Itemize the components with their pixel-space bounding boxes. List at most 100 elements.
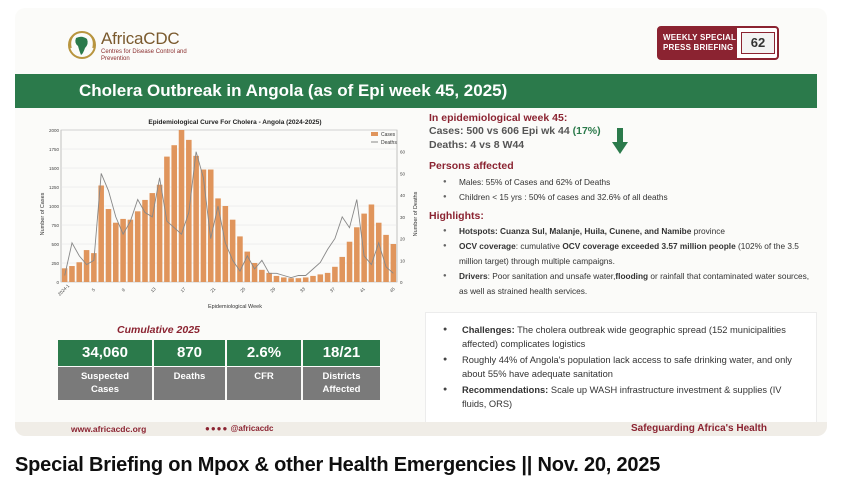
bar-cases [229, 219, 236, 282]
chart-y2label: Number of Deaths [413, 191, 419, 236]
bar-cases [105, 209, 112, 282]
bar-cases [91, 253, 97, 282]
cumulative-stats: 34,060 Suspected Cases 870 Deaths 2.6% CF… [58, 340, 380, 400]
stat-value: 870 [154, 340, 225, 366]
bar-cases [127, 219, 134, 282]
x-tick-label: 29 [269, 286, 276, 293]
slide-title-bar: Cholera Outbreak in Angola (as of Epi we… [15, 74, 817, 108]
y-tick-label: 1250 [49, 185, 60, 190]
y-tick-label: 750 [51, 223, 59, 228]
bar-cases [142, 199, 148, 282]
bar-cases [288, 278, 294, 282]
y-tick-label: 250 [51, 261, 59, 266]
stat-cfr: 2.6% CFR [227, 340, 301, 400]
stat-suspected-cases: 34,060 Suspected Cases [58, 340, 152, 400]
highlight-ocv: OCV coverage: cumulative OCV coverage ex… [429, 239, 819, 269]
stat-label: CFR [227, 367, 301, 400]
bar-cases [156, 184, 163, 282]
key-facts-panel: In epidemiological week 45: Cases: 500 v… [429, 112, 819, 299]
bar-cases [354, 227, 360, 282]
bar-cases [244, 251, 251, 282]
stat-label: Suspected Cases [58, 367, 152, 400]
challenge-spread: Challenges: The cholera outbreak wide ge… [426, 323, 816, 351]
chart-deaths-line [64, 151, 394, 279]
bar-cases [215, 198, 221, 282]
x-tick-label: 25 [239, 286, 246, 293]
highlight-hotspots: Hotspots: Cuanza Sul, Malanje, Huila, Cu… [429, 224, 819, 239]
y2-tick-label: 30 [400, 215, 406, 220]
chart-xlabel: Epidemiological Week [208, 304, 262, 310]
stat-label: Districts Affected [303, 367, 380, 400]
bar-cases [346, 241, 353, 282]
bar-cases [281, 277, 287, 282]
highlights-heading: Highlights: [429, 210, 484, 222]
legend-deaths: Deaths [381, 140, 397, 146]
stat-label: Deaths [154, 367, 225, 400]
slide: AfricaCDC Centres for Disease Control an… [15, 8, 827, 436]
stat-value: 34,060 [58, 340, 152, 366]
bar-cases [295, 278, 302, 282]
bar-cases [383, 234, 389, 282]
y2-tick-label: 20 [400, 237, 406, 242]
x-tick-label: 9 [121, 287, 127, 293]
social-icons: ●●●● [205, 424, 229, 433]
bar-cases [251, 263, 258, 282]
footer-url: www.africacdc.org [71, 424, 147, 434]
stat-value: 18/21 [303, 340, 380, 366]
logo-subtitle: Centres for Disease Control and Preventi… [101, 49, 187, 62]
bar-cases [134, 211, 141, 282]
x-tick-label: 37 [329, 286, 336, 293]
x-tick-label: 41 [359, 286, 366, 293]
x-tick-label: 17 [180, 286, 187, 293]
bar-cases [98, 185, 104, 282]
epi-week-heading: In epidemiological week 45: [429, 112, 568, 124]
challenges-panel: Challenges: The cholera outbreak wide ge… [425, 312, 817, 428]
footer-social: ●●●● @africacdc [205, 424, 274, 433]
bar-cases [310, 275, 316, 282]
logo-title: AfricaCDC [101, 29, 180, 48]
chart-legend: Cases Deaths [371, 132, 397, 146]
challenge-water-access: Roughly 44% of Angola's population lack … [426, 353, 816, 381]
y2-tick-label: 10 [400, 258, 406, 263]
bar-cases [178, 130, 185, 282]
highlight-drivers: Drivers: Poor sanitation and unsafe wate… [429, 269, 819, 299]
stat-districts: 18/21 Districts Affected [303, 340, 380, 400]
bar-cases [390, 244, 397, 282]
bar-cases [368, 204, 375, 282]
persons-males: Males: 55% of Cases and 62% of Deaths [429, 175, 819, 190]
bar-cases [339, 256, 345, 282]
bar-cases [83, 250, 90, 282]
persons-heading: Persons affected [429, 160, 514, 172]
slide-title: Cholera Outbreak in Angola (as of Epi we… [79, 81, 508, 100]
deaths-series-line [64, 151, 394, 279]
briefing-line-2: PRESS BRIEFING [663, 43, 734, 52]
y-tick-label: 1500 [49, 166, 60, 171]
y2-tick-label: 60 [400, 150, 406, 155]
bar-cases [69, 266, 75, 282]
epi-week-cases: Cases: 500 vs 606 Epi wk 44 (17%) [429, 125, 601, 137]
y-tick-label: 1750 [49, 147, 60, 152]
x-tick-label: 21 [209, 286, 216, 293]
bar-cases [324, 272, 331, 282]
epi-curve-chart: Epidemiological Curve For Cholera - Ango… [40, 119, 419, 310]
x-tick-label: 45 [389, 286, 396, 293]
briefing-badge-text: WEEKLY SPECIAL PRESS BRIEFING [659, 28, 737, 58]
video-title[interactable]: Special Briefing on Mpox & other Health … [15, 454, 661, 476]
briefing-line-1: WEEKLY SPECIAL [663, 33, 737, 42]
y2-tick-label: 50 [400, 171, 406, 176]
bar-cases [375, 222, 382, 282]
bar-cases [113, 222, 119, 282]
footer-tagline: Safeguarding Africa's Health [631, 423, 767, 434]
down-arrow-icon [612, 128, 628, 154]
y-tick-label: 500 [51, 242, 59, 247]
africacdc-logo: AfricaCDC Centres for Disease Control an… [67, 26, 197, 70]
legend-cases: Cases [381, 132, 396, 138]
stat-value: 2.6% [227, 340, 301, 366]
slide-footer: www.africacdc.org ●●●● @africacdc Safegu… [15, 422, 827, 436]
bar-cases [266, 272, 272, 282]
y-tick-label: 0 [56, 280, 59, 285]
chart-title: Epidemiological Curve For Cholera - Ango… [148, 119, 321, 126]
y-tick-label: 2000 [49, 128, 60, 133]
recommendations: Recommendations: Scale up WASH infrastru… [426, 383, 816, 411]
